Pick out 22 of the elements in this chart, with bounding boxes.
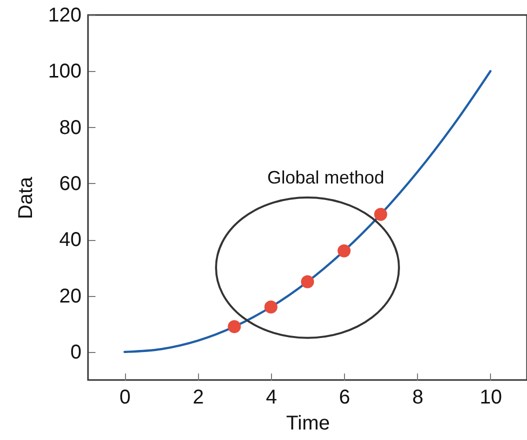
- x-tick-label: 8: [412, 386, 424, 408]
- point: [228, 320, 241, 334]
- y-tick-label: 100: [48, 60, 82, 83]
- y-tick-label: 40: [59, 229, 82, 252]
- y-tick-label: 0: [70, 341, 82, 364]
- y-tick-label: 80: [59, 116, 82, 139]
- point: [300, 275, 314, 288]
- line-series: [123, 70, 492, 354]
- y-tick-label: 60: [59, 172, 82, 195]
- x-tick-label: 4: [266, 386, 277, 408]
- x-axis-title: Time: [286, 412, 330, 434]
- point: [374, 208, 388, 221]
- annotation: Global method: [267, 168, 384, 188]
- point: [338, 244, 351, 258]
- x-tick-label: 2: [192, 386, 204, 408]
- x-tick-label: 6: [339, 386, 350, 408]
- y-axis-title: Data: [15, 176, 38, 220]
- y-tick-label: 120: [48, 4, 82, 26]
- x-tick-label: 10: [480, 386, 502, 408]
- y-tick-label: 20: [59, 285, 82, 308]
- x-tick-label: 0: [120, 386, 131, 408]
- point: [264, 300, 278, 314]
